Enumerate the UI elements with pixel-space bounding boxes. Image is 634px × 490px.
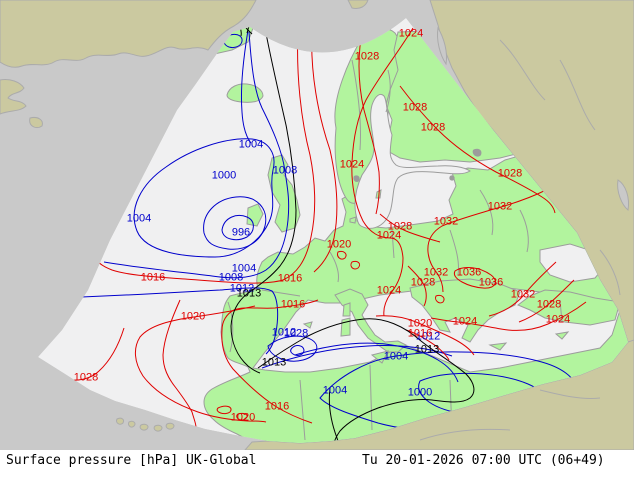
domain-land-overlays [302, 189, 621, 364]
canary-island-5 [165, 422, 175, 430]
border-france-east [329, 251, 339, 283]
isobar-1028-balkans [407, 265, 427, 307]
russia-river-1 [499, 39, 546, 101]
isobars-black [230, 21, 475, 443]
isobar-1028-ridge [358, 27, 380, 215]
italy [334, 288, 407, 353]
russia-border [599, 249, 621, 296]
isobar-1024-atlantic [162, 299, 197, 428]
isobar-1004-north [240, 29, 252, 144]
white-sea [437, 26, 447, 66]
border-spain-portugal [227, 301, 234, 353]
border-norway-sweden [351, 59, 362, 151]
balearics [302, 321, 313, 329]
border-germany-poland [391, 229, 395, 259]
cyprus [554, 331, 570, 340]
isobar-1013-south [257, 318, 475, 443]
outside-land [0, 0, 634, 450]
iceland [226, 83, 264, 103]
isobar-1020-south [375, 315, 475, 356]
isobar-1008 [103, 31, 290, 279]
sardinia [340, 317, 351, 337]
baffin-coast [0, 79, 27, 115]
domain-lakes [353, 148, 482, 183]
isobar-1012-south-inner [290, 345, 305, 356]
isobar-1020-iberia [135, 305, 267, 423]
weather-map [0, 0, 634, 450]
isobar-morocco-wiggle-1 [216, 405, 232, 415]
isobar-1000-closed [203, 196, 267, 250]
isobars-blue [59, 29, 578, 432]
border-pyrenees [261, 289, 301, 297]
isobar-996-closed [221, 215, 254, 241]
isobar-balkans-wiggle [435, 295, 445, 304]
isobar-1012-south-loop [267, 335, 318, 362]
canary-island-1 [116, 417, 124, 425]
isobar-1016-iberia [221, 299, 319, 424]
isobar-1036-loop [453, 267, 496, 289]
isobar-morocco-wiggle-2 [236, 413, 248, 421]
title-bar: Surface pressure [hPa] UK-Global Tu 20-0… [0, 450, 634, 490]
canary-island-4 [153, 424, 163, 432]
isobar-1028-poland [379, 213, 441, 243]
isobar-1013-main [230, 27, 297, 374]
balkans-greece [409, 278, 521, 343]
outside-detail-lines [419, 39, 621, 441]
isobar-1028-southwest [68, 327, 125, 381]
valid-time: Tu 20-01-2026 07:00 UTC (06+49) [362, 453, 605, 468]
isobar-1024-norway [351, 27, 414, 317]
canary-island-3 [139, 423, 149, 431]
border-algeria-east [369, 364, 373, 431]
border-turkey-east [559, 299, 563, 323]
map-area: 996 1000 1004 1004 1008 1004 1008 1012 1012 1028 1… [0, 0, 634, 450]
isobar-1028-southeast [518, 279, 575, 323]
great-britain [267, 154, 301, 233]
africa-border-2 [539, 389, 601, 399]
svalbard [347, 0, 369, 9]
isobar-1016-south [405, 329, 450, 361]
isobar-1004-loop [133, 138, 275, 258]
border-poland-ukraine [449, 229, 459, 276]
domain-borders [227, 59, 563, 441]
isobar-1032-southeast [488, 261, 557, 317]
greenland [0, 0, 257, 68]
lake-ladoga [472, 148, 482, 157]
corsica [342, 302, 351, 317]
isobar-1012 [59, 287, 279, 355]
caspian-sea [617, 179, 629, 211]
isobar-alps-wiggle-2 [350, 261, 361, 270]
lake-peipus [449, 175, 455, 181]
isobar-1016-west [96, 29, 316, 284]
border-russia-2 [519, 209, 529, 253]
denmark-isles [349, 216, 357, 224]
isobar-1012-southeast [294, 342, 459, 383]
isobar-1013-algeria [328, 387, 341, 443]
border-russia-1 [479, 189, 494, 236]
crete [488, 342, 508, 351]
canary-island-2 [128, 420, 136, 428]
russia-river-2 [559, 59, 596, 131]
sicily [370, 350, 389, 364]
isobar-1032-northeast [427, 189, 547, 293]
isobar-1008-south [261, 345, 453, 369]
border-algeria-west [299, 379, 306, 441]
isobar-1024-south [430, 301, 587, 331]
border-sweden-finland [385, 69, 391, 113]
isobar-alps-wiggle-1 [337, 251, 347, 260]
turkey [517, 289, 621, 326]
lake-vanern [353, 175, 360, 183]
chart-title: Surface pressure [hPa] UK-Global [6, 453, 257, 468]
labrador-islet [29, 117, 43, 129]
africa-border-1 [419, 428, 511, 441]
isobar-1020-west [311, 29, 338, 273]
baltic-sea [354, 93, 471, 229]
isobar-1028-east [399, 85, 556, 214]
